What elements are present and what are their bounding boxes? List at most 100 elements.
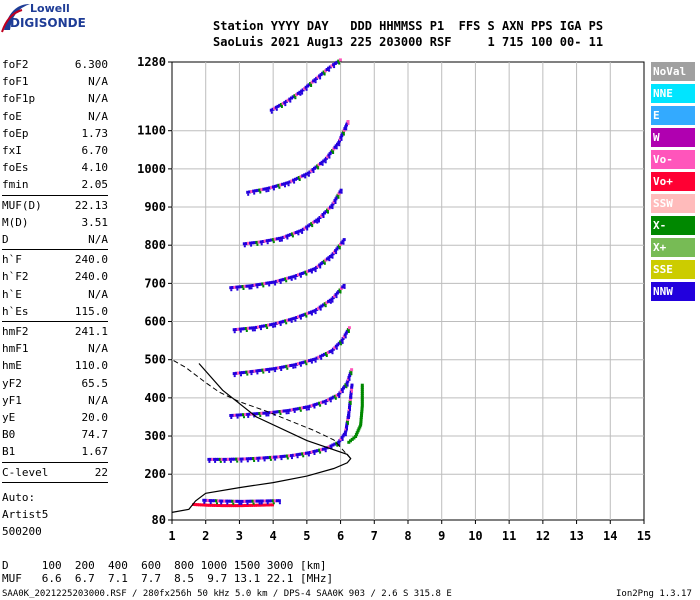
echo-point [287, 364, 291, 368]
echo-point [235, 413, 239, 417]
echo-point [345, 128, 348, 131]
echo-point [344, 331, 348, 335]
echo-point [286, 457, 289, 460]
echo-point [343, 384, 347, 388]
param-row-foep: foEp 1.73 [2, 125, 108, 142]
echo-point [319, 451, 322, 454]
echo-point [240, 327, 244, 331]
echo-point [278, 278, 282, 282]
echo-point [295, 316, 299, 319]
echo-point [287, 276, 291, 280]
param-key: h`E [2, 287, 22, 301]
echo-point [293, 453, 297, 457]
echo-point [290, 96, 293, 100]
param-row-d: D N/A [2, 231, 108, 248]
echo-point [209, 457, 213, 461]
param-value: 240.0 [74, 270, 108, 284]
echo-point [348, 399, 352, 403]
legend-item-nne: NNE [651, 84, 695, 103]
echo-point [272, 188, 275, 191]
echo-point [264, 187, 268, 191]
echo-point [277, 236, 281, 240]
param-row-hes: h`Es 115.0 [2, 303, 108, 320]
echo-point [334, 249, 338, 253]
echo-point [338, 443, 341, 446]
echo-point [272, 325, 275, 328]
footer-version: Ion2Png 1.3.17 [616, 589, 692, 599]
param-row-he: h`E N/A [2, 286, 108, 303]
echo-point [343, 333, 347, 337]
echo-point [247, 499, 251, 503]
param-row-hf: h`F 240.0 [2, 251, 108, 268]
echo-point [354, 435, 358, 438]
echo-point [315, 265, 319, 269]
echo-point [360, 400, 364, 404]
echo-point [342, 335, 346, 339]
param-value: N/A [88, 109, 108, 123]
x-tick-label: 13 [569, 529, 583, 543]
echo-point [278, 103, 282, 107]
echo-point [248, 326, 252, 330]
echo-point [263, 239, 267, 243]
echo-point [277, 499, 281, 503]
echo-point [294, 177, 297, 181]
echo-point [231, 499, 235, 503]
autoscale-text: Auto: [2, 490, 36, 504]
echo-point [338, 288, 342, 292]
param-value: N/A [88, 342, 108, 356]
echo-point [304, 176, 307, 179]
echo-point [308, 223, 312, 227]
echo-point [232, 502, 235, 505]
echo-point [229, 414, 233, 417]
echo-point [348, 374, 352, 377]
echo-point [311, 220, 315, 224]
echo-point [296, 407, 300, 411]
echo-point [267, 323, 271, 327]
autoscale-text: 500200 [2, 525, 42, 539]
echo-point [288, 408, 292, 412]
echo-point [323, 399, 327, 403]
echo-point [294, 97, 297, 100]
echo-point [350, 437, 354, 441]
echo-point [280, 278, 284, 282]
footer-info: SAA0K_2021225203000.RSF / 280fx256h 50 k… [2, 589, 452, 599]
echo-point [256, 286, 259, 289]
echo-point [268, 186, 272, 190]
echo-point [234, 371, 238, 375]
echo-point [251, 241, 255, 245]
echo-point [293, 363, 297, 367]
tick-labels: 1 2 3 4 5 6 7 8 9 10 11 12 13 14 158020030040050060070… [137, 55, 651, 543]
echo-point [321, 353, 325, 357]
echo-point [343, 431, 347, 435]
param-value: 20.0 [81, 411, 109, 424]
echo-point [294, 277, 297, 280]
trace-x-trace [347, 383, 364, 444]
echo-point [347, 375, 351, 379]
x-tick-label: 11 [502, 529, 516, 543]
param-row-foes: foEs 4.10 [2, 159, 108, 176]
echo-point [283, 235, 287, 239]
legend-item-ssw: SSW [651, 194, 695, 213]
param-value: N/A [88, 287, 108, 301]
echo-point [350, 383, 354, 387]
param-key: D [2, 233, 9, 246]
echo-point [241, 499, 245, 503]
echo-point [277, 366, 281, 370]
echo-point [360, 402, 364, 406]
echo-point [298, 361, 302, 365]
echo-point [284, 319, 288, 323]
echo-point [346, 377, 350, 381]
echo-point [273, 322, 277, 326]
echo-point [279, 413, 282, 415]
echo-point [255, 499, 259, 503]
echo-point [345, 123, 348, 127]
echo-point [320, 401, 323, 405]
trace-o-trace-hop-5 [229, 238, 346, 292]
echo-point [255, 369, 259, 373]
param-key: B0 [2, 428, 16, 442]
echo-point [276, 410, 280, 414]
echo-point [219, 499, 223, 503]
echo-point [282, 409, 286, 413]
echo-point [318, 305, 322, 309]
echo-point [333, 394, 337, 398]
